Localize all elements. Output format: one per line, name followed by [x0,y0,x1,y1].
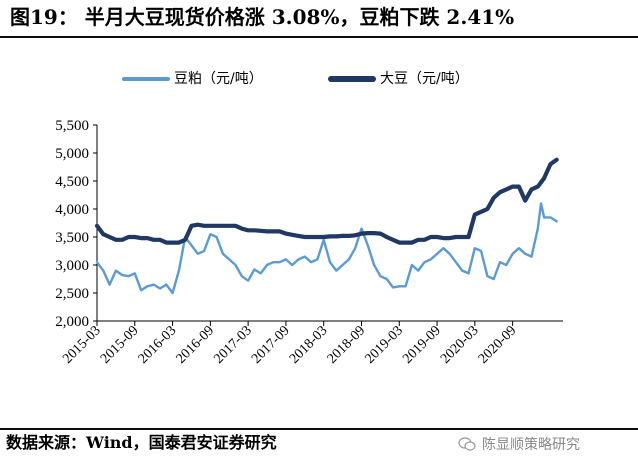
y-tick-label: 5,000 [55,146,89,162]
x-tick-label: 2019-03 [362,323,406,367]
source-rule [0,428,638,430]
x-tick-label: 2020-09 [476,323,520,367]
x-tick-label: 2017-03 [211,323,255,367]
series-line-soybean [94,157,559,245]
legend-swatch-soybean [328,76,376,82]
y-tick-label: 5,500 [55,118,89,134]
y-tick-label: 3,500 [55,230,89,246]
x-tick-label: 2018-03 [287,323,331,367]
source-note: 数据来源：Wind，国泰君安证券研究 [6,433,277,452]
watermark-text: 陈显顺策略研究 [482,437,580,453]
wechat-icon [458,437,476,451]
figure-title: 图19： 半月大豆现货价格涨 3.08%，豆粕下跌 2.41% [10,5,515,29]
x-tick-label: 2020-03 [438,323,482,367]
legend-label-soybean: 大豆（元/吨） [380,71,469,87]
legend-swatch-soymeal [122,77,170,81]
x-tick-label: 2017-09 [249,323,293,367]
y-tick-label: 4,000 [55,202,89,218]
x-tick-label: 2016-03 [136,323,180,367]
x-tick-label: 2016-09 [174,323,218,367]
y-tick-label: 2,000 [55,314,89,330]
legend-label-soymeal: 豆粕（元/吨） [174,71,263,87]
line-chart: 2,000 2,500 3,000 3,500 4,000 4,500 5,000 5,500… [55,118,563,367]
x-tick-label: 2015-09 [98,323,142,367]
y-tick-label: 4,500 [55,174,89,190]
y-tick-label: 2,500 [55,286,89,302]
title-rule [0,36,638,38]
x-tick-label: 2019-09 [400,323,444,367]
series-line-soymeal [95,202,558,295]
x-tick-label: 2018-09 [325,323,369,367]
y-tick-label: 3,000 [55,258,89,274]
